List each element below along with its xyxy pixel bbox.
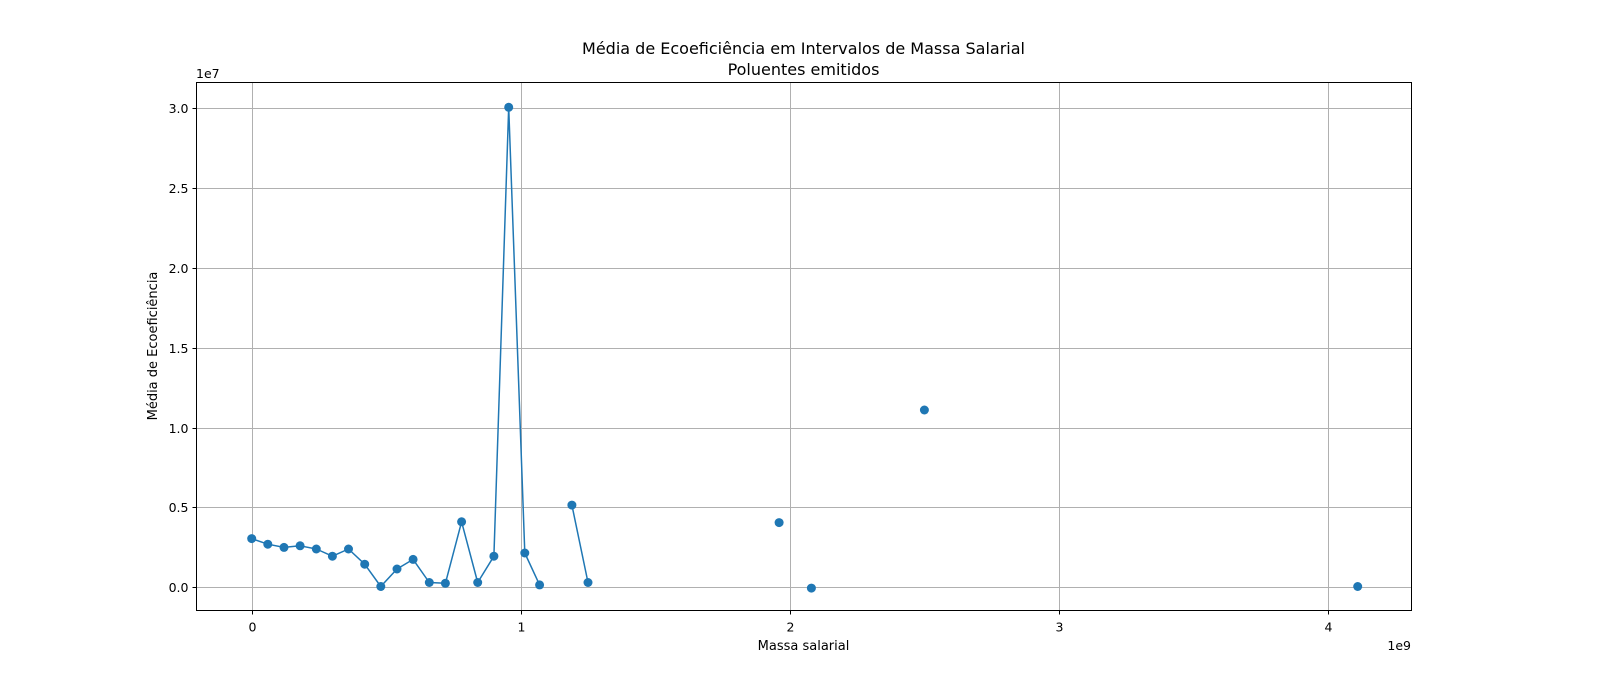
series-line <box>251 106 541 588</box>
data-point <box>263 539 273 549</box>
y-tick-label: 0.5 <box>169 500 189 515</box>
x-tick-label: 0 <box>249 620 257 635</box>
x-offset-label: 1e9 <box>1387 638 1411 653</box>
data-point <box>392 564 402 574</box>
y-tick-label: 3.0 <box>169 101 189 116</box>
x-tick-label: 3 <box>1056 620 1064 635</box>
y-offset-label: 1e7 <box>196 66 220 81</box>
chart-subtitle: Poluentes emitidos <box>728 60 880 79</box>
y-axis-label: Média de Ecoeficiência <box>146 272 161 421</box>
data-point <box>279 542 289 552</box>
data-point <box>520 548 530 558</box>
data-point <box>360 559 370 569</box>
data-point <box>440 578 450 588</box>
data-point <box>919 405 929 415</box>
data-point <box>774 518 784 528</box>
data-point <box>344 544 353 554</box>
y-tick-label: 1.5 <box>169 341 189 356</box>
data-point <box>408 554 418 564</box>
data-point <box>376 582 386 591</box>
y-tick-label: 2.0 <box>169 261 189 276</box>
y-tick-label: 1.0 <box>169 421 189 436</box>
grid-lines <box>196 82 1412 611</box>
chart-title: Média de Ecoeficiência em Intervalos de … <box>582 39 1025 58</box>
x-tick-label: 4 <box>1325 620 1333 635</box>
data-point <box>567 500 577 510</box>
series-layer <box>247 102 1363 593</box>
tick-layer: 0 1 2 3 4 0.0 0.5 1.0 1.5 2.0 2.5 3.0 <box>169 101 1333 635</box>
data-point <box>457 517 467 527</box>
x-tick-label: 2 <box>787 620 795 635</box>
data-point <box>327 551 337 561</box>
data-point <box>583 578 593 587</box>
x-tick-label: 1 <box>518 620 526 635</box>
series-line <box>571 504 589 583</box>
data-point <box>473 578 483 587</box>
data-point <box>295 541 305 551</box>
data-point <box>806 583 816 593</box>
y-tick-label: 0.0 <box>169 580 189 595</box>
data-point <box>424 578 434 587</box>
y-tick-label: 2.5 <box>169 181 189 196</box>
plot-frame <box>196 82 1412 611</box>
data-point <box>247 534 257 544</box>
data-point <box>1353 582 1363 591</box>
x-axis-label: Massa salarial <box>758 639 850 654</box>
data-point <box>504 102 514 112</box>
data-point <box>311 544 321 554</box>
data-point <box>535 580 545 590</box>
data-point <box>489 551 499 561</box>
